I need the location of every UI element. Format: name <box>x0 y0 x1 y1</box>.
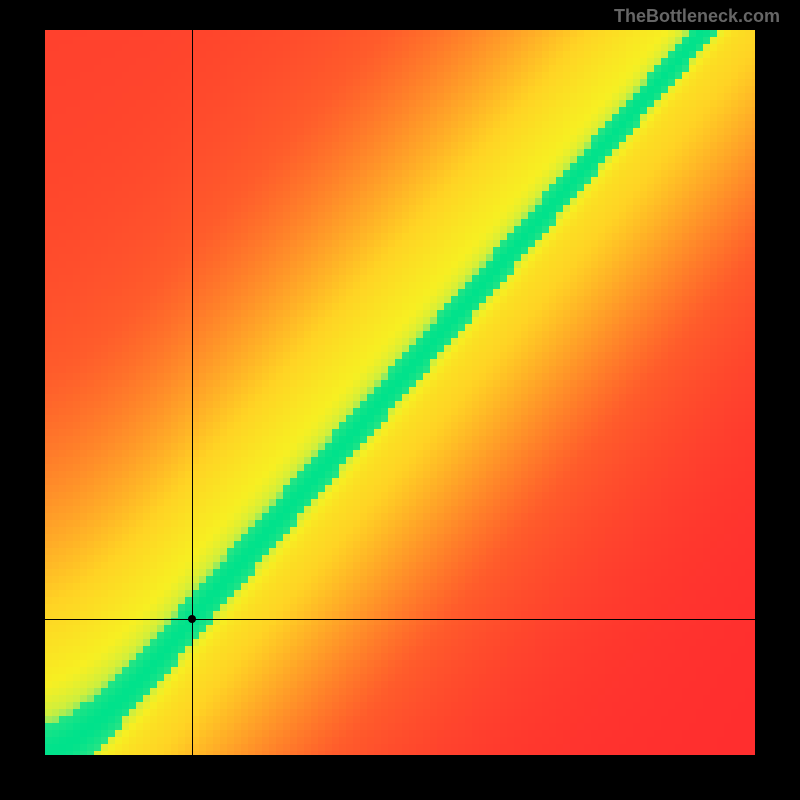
crosshair-marker <box>188 615 196 623</box>
crosshair-horizontal <box>45 619 755 620</box>
heatmap-canvas <box>45 30 755 755</box>
crosshair-vertical <box>192 30 193 755</box>
watermark-text: TheBottleneck.com <box>614 6 780 27</box>
heatmap-plot <box>45 30 755 755</box>
